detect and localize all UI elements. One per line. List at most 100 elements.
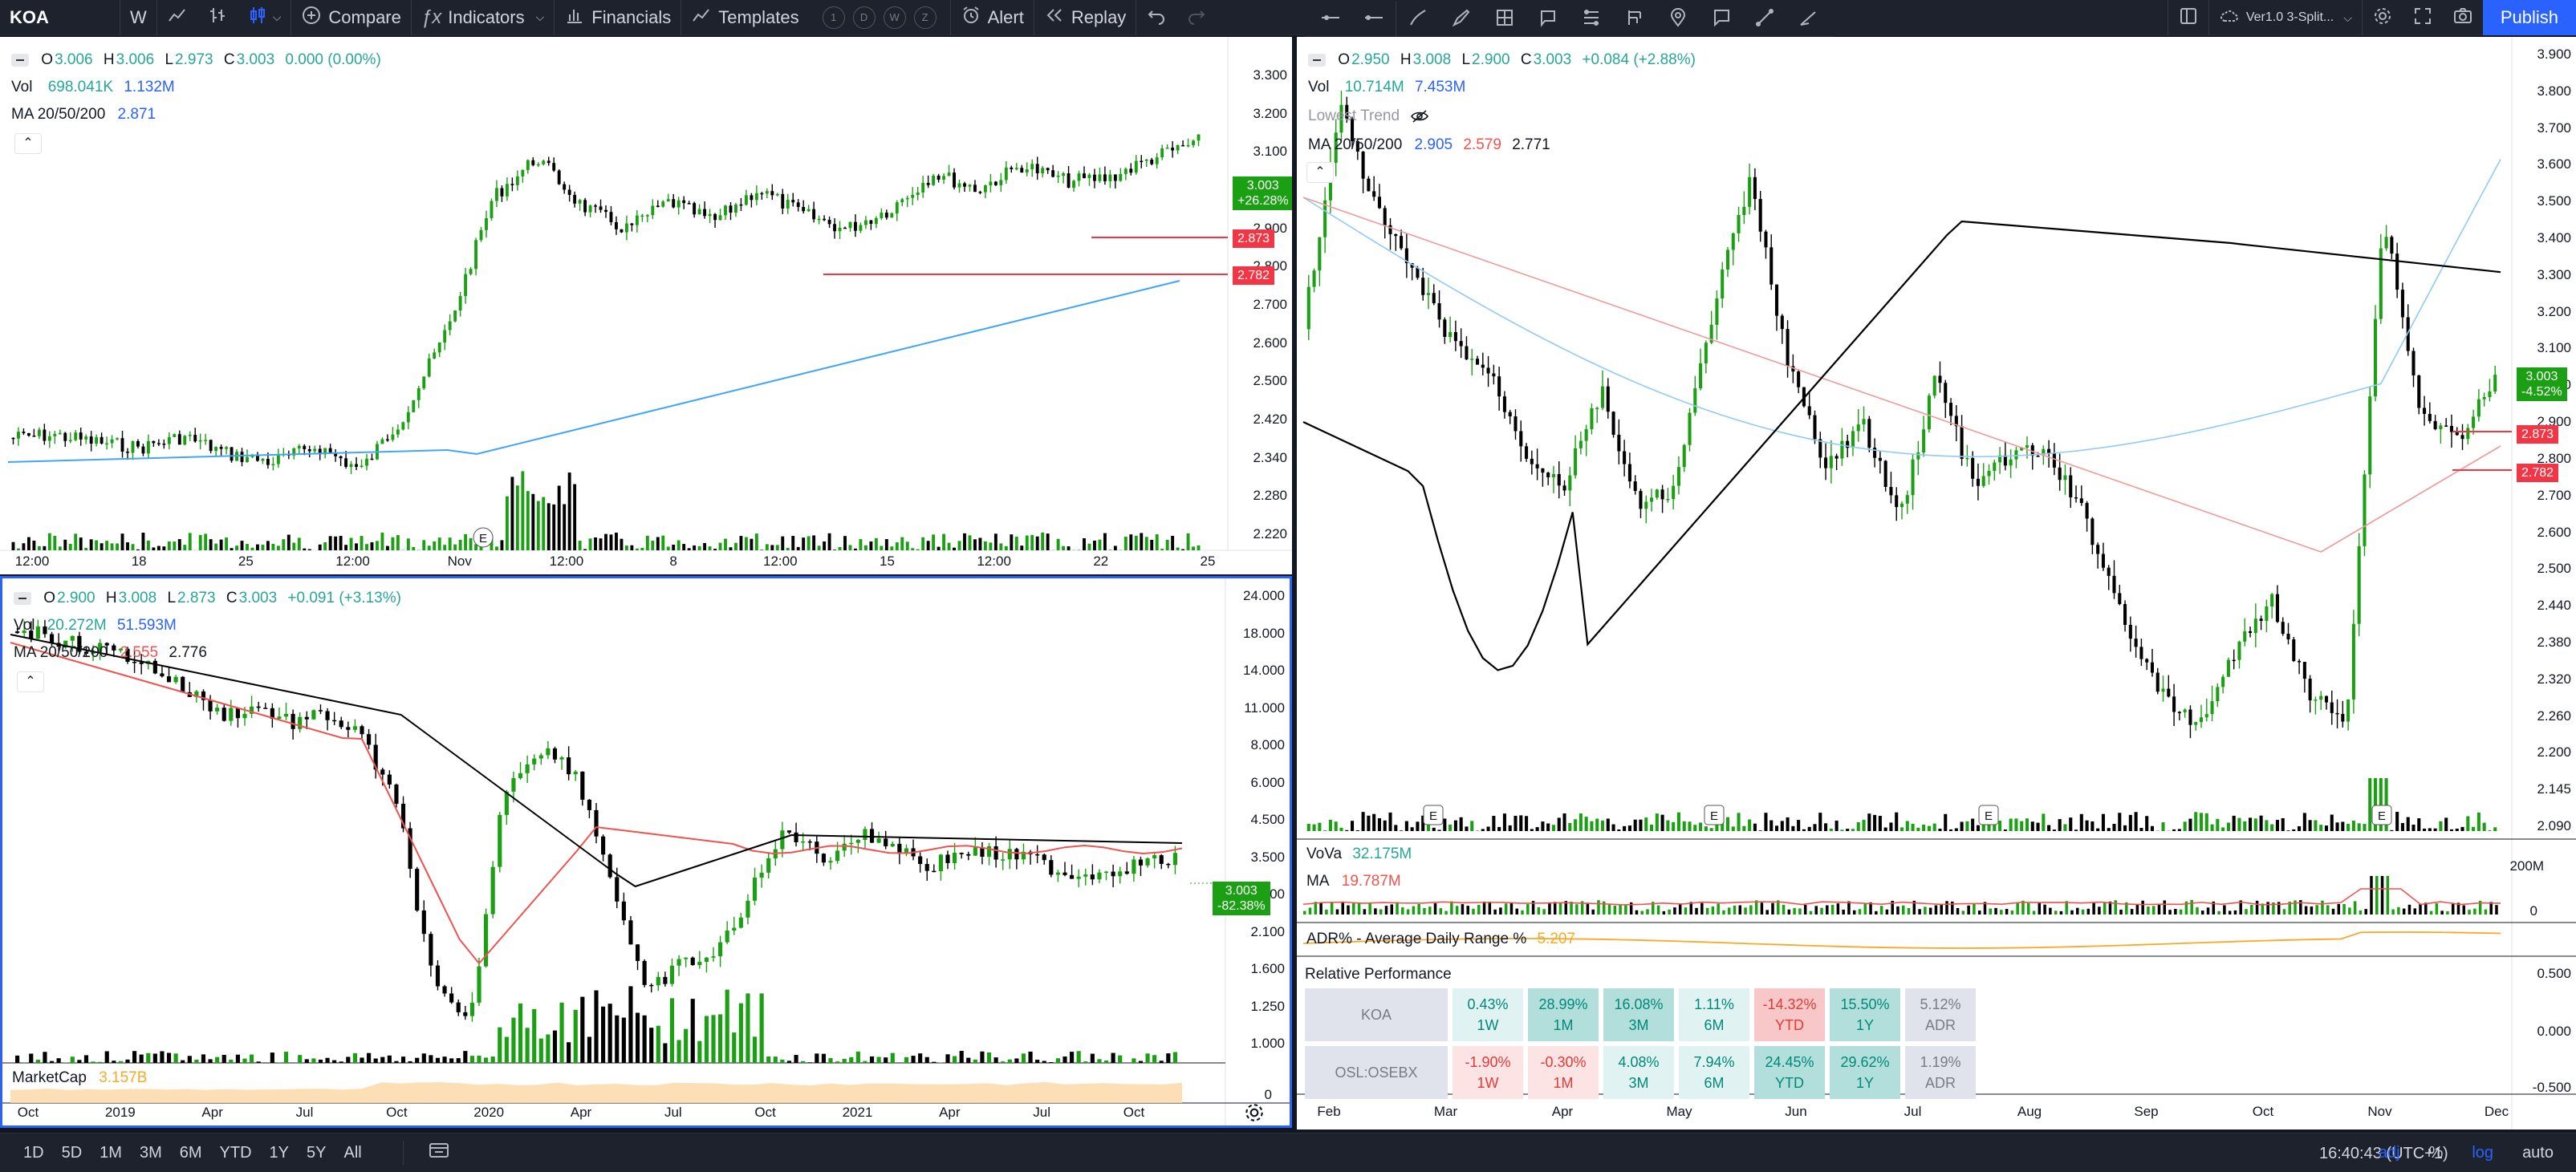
volume-bar xyxy=(167,541,171,550)
range-button-all[interactable]: All xyxy=(343,1143,362,1162)
log-toggle[interactable]: log xyxy=(2472,1144,2494,1162)
callout-tool[interactable] xyxy=(1526,2,1570,37)
replay-button[interactable]: Replay xyxy=(1033,0,1136,35)
candle-body xyxy=(1372,191,1376,197)
collapse-legend-button[interactable]: ⌃ xyxy=(14,133,42,154)
minus-icon[interactable] xyxy=(14,591,31,605)
candle-body xyxy=(1753,176,1757,200)
symbol-search[interactable]: KOA xyxy=(0,0,120,35)
template-slot-w[interactable]: W xyxy=(883,6,906,29)
range-button-1m[interactable]: 1M xyxy=(100,1143,122,1162)
time-axis[interactable]: Feb Mar Apr May Jun Jul Aug Sep Oct Nov Dec xyxy=(1297,1104,2512,1126)
template-slot-z[interactable]: Z xyxy=(913,6,937,29)
candle-body xyxy=(1606,386,1610,412)
template-slot-d[interactable]: D xyxy=(852,6,876,29)
time-axis[interactable]: 12:00 18 25 12:00 Nov 12:00 8 12:00 15 12:00 22 25 xyxy=(0,554,1228,574)
intraday-plot[interactable]: E xyxy=(0,37,1292,574)
price-axis[interactable]: 24.000 18.000 14.000 11.000 8.000 6.000 4.500 3… xyxy=(1225,578,1290,1051)
volume-bar xyxy=(2009,818,2013,831)
trend-line-tool[interactable] xyxy=(1743,2,1786,37)
chart-panel-weekly[interactable]: O 2.900 H 3.008 L 2.873 C 3.003 +0.091 (+3.1… xyxy=(0,576,1292,1128)
volume-value: 10.714M xyxy=(1344,79,1404,95)
range-button-5y[interactable]: 5Y xyxy=(307,1143,327,1162)
time-axis-tick: Apr xyxy=(201,1105,223,1120)
collapse-legend-button[interactable]: ⌃ xyxy=(17,671,44,692)
chart-settings-button[interactable] xyxy=(1243,1101,1266,1125)
goto-date-icon[interactable] xyxy=(402,1141,450,1165)
candle-body xyxy=(58,432,62,435)
fork-tool[interactable] xyxy=(1613,2,1656,37)
redo-button[interactable] xyxy=(1176,0,1217,35)
volume-bar xyxy=(1600,820,1605,831)
weekly-plot[interactable] xyxy=(2,578,1290,1125)
fullscreen-button[interactable] xyxy=(2403,0,2443,35)
pen-tool[interactable] xyxy=(1440,2,1483,37)
volume-bar xyxy=(900,537,904,550)
undo-button[interactable] xyxy=(1136,0,1176,35)
volume-bar xyxy=(246,544,249,550)
clock-display[interactable]: 16:40:43 (UTC+1) xyxy=(2319,1145,2448,1162)
templates-button[interactable]: Templates xyxy=(681,0,808,35)
relperf-axis[interactable]: 0.500 0.000 -0.500 xyxy=(2512,37,2576,1129)
horizontal-ray-tool[interactable] xyxy=(1309,2,1352,37)
range-button-ytd[interactable]: YTD xyxy=(219,1143,252,1162)
range-button-3m[interactable]: 3M xyxy=(139,1143,162,1162)
indicators-button[interactable]: ƒx Indicators ⌵ xyxy=(410,0,554,35)
candle-body xyxy=(427,358,431,377)
time-axis[interactable]: Oct 2019 Apr Jul Oct 2020 Apr Jul Oct 2021 Apr Jul O… xyxy=(2,1105,1222,1125)
auto-toggle[interactable]: auto xyxy=(2522,1144,2554,1162)
candle-body xyxy=(240,452,244,462)
candle-body xyxy=(1072,180,1075,189)
vova-bar xyxy=(1717,903,1720,914)
compare-button[interactable]: Compare xyxy=(291,0,410,35)
brush-tool[interactable] xyxy=(1396,2,1440,37)
range-button-1y[interactable]: 1Y xyxy=(269,1143,290,1162)
snapshot-button[interactable] xyxy=(2443,0,2483,35)
range-button-5d[interactable]: 5D xyxy=(61,1143,83,1162)
bar-style-button[interactable] xyxy=(156,0,197,35)
pin-tool[interactable] xyxy=(1656,2,1700,37)
range-button-6m[interactable]: 6M xyxy=(179,1143,202,1162)
volume-bar xyxy=(2275,820,2279,831)
interval-button[interactable]: W xyxy=(120,0,156,35)
marketcap-axis[interactable]: 0 xyxy=(1225,578,1277,1125)
range-button-1d[interactable]: 1D xyxy=(23,1143,44,1162)
candle-body xyxy=(1895,495,1899,508)
collapse-legend-button[interactable]: ⌃ xyxy=(1306,162,1334,183)
price-axis-tick: 3.500 xyxy=(1250,849,1285,865)
minus-icon[interactable] xyxy=(11,53,29,67)
volume-bar xyxy=(1911,823,1915,831)
layout-button[interactable] xyxy=(2167,0,2208,35)
vova-axis[interactable]: 200M 0 xyxy=(2509,37,2576,1129)
minus-icon[interactable] xyxy=(1308,53,1326,67)
volume-bar xyxy=(510,477,514,550)
candle-body xyxy=(2063,475,2067,481)
vova-bar xyxy=(1580,901,1584,914)
candle-body xyxy=(615,877,620,902)
note-tool[interactable] xyxy=(1700,2,1743,37)
eye-off-icon[interactable] xyxy=(1410,107,1429,124)
chart-panel-intraday[interactable]: E O 3.006 H 3.006 L 2.973 C 3.003 0.000 (0.0… xyxy=(0,37,1292,574)
ray-tool[interactable] xyxy=(1786,2,1830,37)
adjust-toggle[interactable]: adj xyxy=(2378,1144,2400,1162)
volume-bar xyxy=(271,543,275,550)
price-axis[interactable]: 3.3003.2003.1003.0002.9002.8002.7002.600… xyxy=(1228,37,1292,550)
horizontal-line-tool[interactable] xyxy=(1352,2,1396,37)
candle-body xyxy=(1551,473,1555,477)
financials-button[interactable]: Financials xyxy=(554,0,681,35)
layout-name-button[interactable]: Ver1.0 3-Split... ⌵ xyxy=(2208,0,2362,35)
bars-style-button[interactable] xyxy=(197,0,238,35)
alert-button[interactable]: Alert xyxy=(949,0,1034,35)
crosshair-box-tool[interactable] xyxy=(1483,2,1526,37)
settings-button[interactable] xyxy=(2361,0,2403,35)
price-axis[interactable]: 3.900 3.800 3.700 3.600 3.500 3.400 3.300 3.200… xyxy=(2512,37,2576,839)
publish-button[interactable]: Publish xyxy=(2482,0,2576,35)
percent-toggle[interactable]: % xyxy=(2428,1144,2444,1162)
volume-bar xyxy=(346,1056,351,1063)
template-slot-1[interactable]: 1 xyxy=(822,6,845,29)
ma-red-value: 2.555 xyxy=(120,644,159,661)
position-tool[interactable] xyxy=(1570,2,1613,37)
candles-style-button[interactable]: ⌵ xyxy=(238,0,291,35)
